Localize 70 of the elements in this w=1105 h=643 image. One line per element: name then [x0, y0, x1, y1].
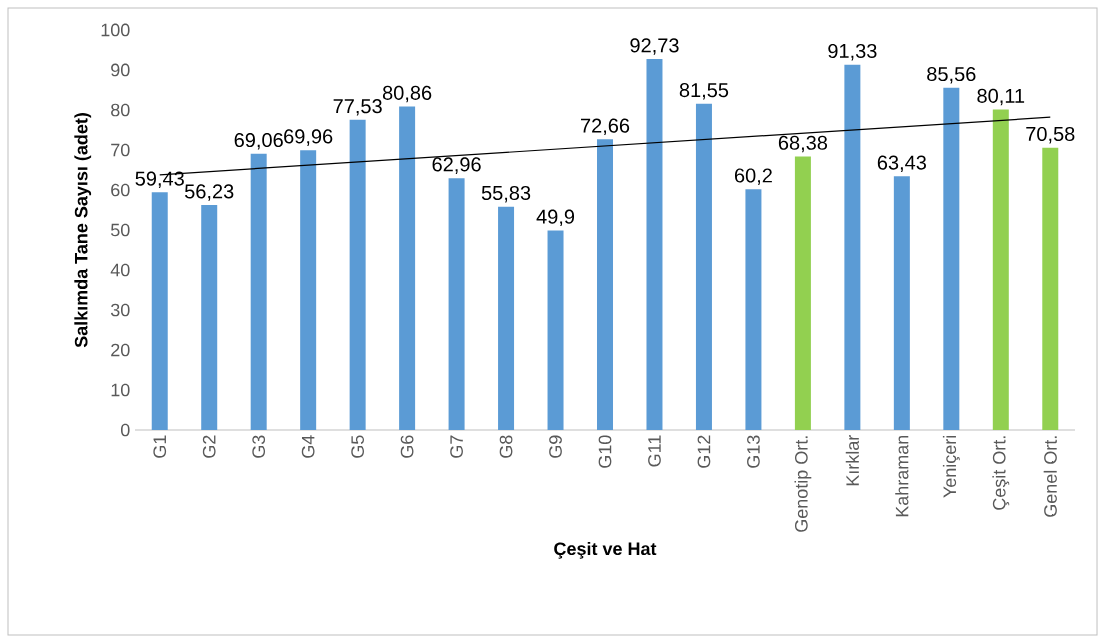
- bar: [151, 192, 168, 430]
- data-label: 80,11: [977, 88, 1025, 106]
- bar: [597, 139, 614, 430]
- x-tick-label: G11: [648, 435, 661, 467]
- x-tick-label: Çeşit Ort.: [992, 436, 1010, 510]
- bar: [349, 119, 366, 430]
- x-tick-label: Genel Ort.: [1043, 436, 1057, 517]
- y-tick-label: 20: [111, 343, 130, 357]
- y-tick-label: 70: [111, 143, 130, 157]
- x-tick-label: G3: [252, 435, 266, 458]
- data-label: 62,96: [432, 157, 481, 174]
- data-label: 69,06: [234, 132, 283, 150]
- x-tick-label: G7: [450, 435, 463, 458]
- data-label: 81,55: [679, 83, 729, 100]
- data-label: 63,43: [877, 155, 926, 172]
- bar: [745, 189, 762, 430]
- bar: [547, 230, 564, 430]
- bar: [943, 87, 960, 430]
- y-tick-label: 10: [111, 383, 130, 397]
- x-tick-label: G5: [351, 435, 364, 458]
- y-tick-label: 90: [111, 63, 130, 77]
- bar: [498, 206, 515, 430]
- data-label: 92,73: [630, 38, 679, 55]
- data-label: 59,43: [135, 171, 184, 188]
- data-label: 70,58: [1026, 126, 1075, 144]
- data-label: 68,38: [778, 135, 828, 153]
- bar: [1042, 147, 1059, 430]
- x-tick-label: G13: [747, 435, 760, 468]
- bar: [992, 109, 1009, 430]
- data-label: 55,83: [481, 185, 531, 203]
- data-label: 60,2: [734, 168, 772, 185]
- x-tick-label: G10: [598, 435, 612, 468]
- x-tick-label: Yeniçeri: [942, 435, 960, 498]
- bar: [300, 150, 317, 430]
- y-tick-label: 40: [110, 263, 130, 277]
- bar: [399, 106, 416, 430]
- x-tick-label: G1: [153, 435, 167, 458]
- data-label: 56,23: [184, 184, 234, 201]
- x-tick-label: G2: [202, 435, 216, 458]
- x-tick-label: Genotip Ort.: [794, 436, 812, 532]
- data-label: 80,86: [382, 85, 432, 103]
- x-tick-label: G9: [549, 435, 562, 458]
- bar: [794, 156, 811, 430]
- data-label: 49,9: [536, 209, 575, 227]
- bar: [250, 153, 267, 430]
- x-tick-label: G4: [301, 435, 315, 458]
- bar: [695, 103, 712, 430]
- y-tick-label: 30: [110, 303, 130, 317]
- y-tick-label: 60: [111, 183, 130, 197]
- bar: [893, 176, 910, 430]
- x-axis-title: Çeşit ve Hat: [554, 541, 657, 559]
- bar: [448, 178, 465, 430]
- bar: [844, 64, 861, 430]
- bar: [201, 205, 218, 430]
- y-axis-title: Salkımda Tane Sayısı (adet): [74, 113, 92, 348]
- y-tick-label: 80: [111, 103, 130, 117]
- x-tick-label: G12: [697, 435, 711, 468]
- x-tick-label: G6: [400, 435, 414, 458]
- x-tick-label: Kahraman: [895, 435, 909, 517]
- x-tick-label: G8: [499, 435, 513, 458]
- data-label: 85,56: [927, 66, 976, 84]
- y-tick-label: 0: [120, 423, 130, 437]
- data-label: 91,33: [828, 43, 877, 61]
- data-label: 72,66: [581, 118, 630, 136]
- y-tick-label: 50: [110, 223, 130, 237]
- bar: [646, 59, 663, 430]
- y-tick-label: 100: [101, 23, 130, 37]
- data-label: 77,53: [333, 99, 382, 116]
- x-tick-label: Kırklar: [845, 435, 859, 486]
- data-label: 69,96: [284, 129, 333, 146]
